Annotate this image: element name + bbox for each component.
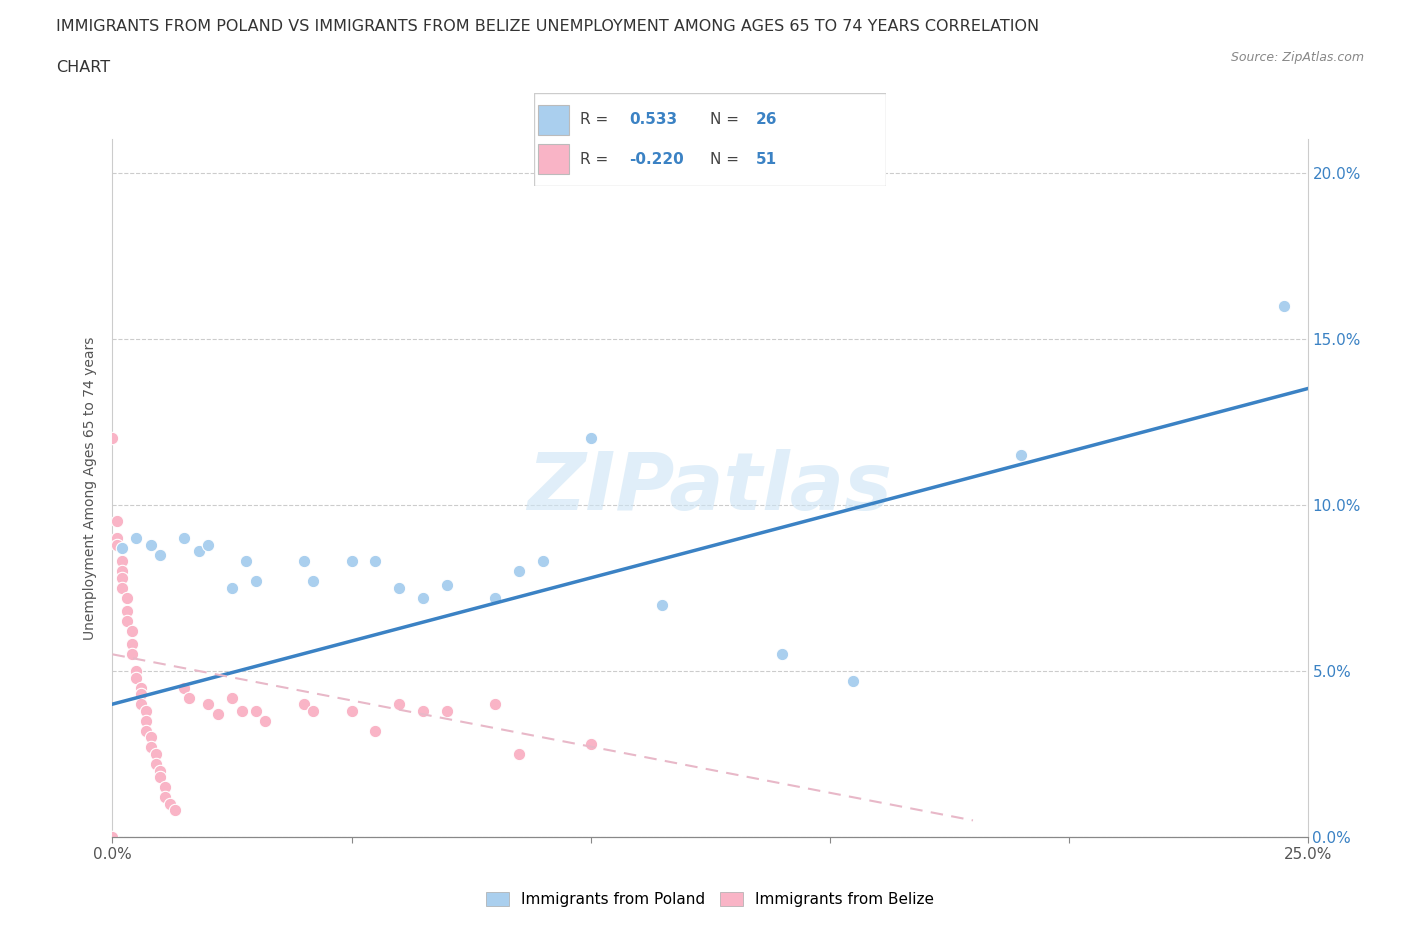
Point xyxy=(254,713,277,728)
Point xyxy=(484,697,506,711)
Point xyxy=(388,580,411,595)
Y-axis label: Unemployment Among Ages 65 to 74 years: Unemployment Among Ages 65 to 74 years xyxy=(83,337,97,640)
Point xyxy=(139,740,162,755)
Point xyxy=(221,580,243,595)
Point xyxy=(340,554,363,569)
Point xyxy=(105,514,128,529)
Point xyxy=(145,756,167,771)
Point xyxy=(129,680,152,695)
Point xyxy=(1272,299,1295,313)
Point xyxy=(388,697,411,711)
Point xyxy=(149,547,172,562)
Point xyxy=(135,713,157,728)
Point xyxy=(245,574,267,589)
Point xyxy=(579,431,602,445)
Point xyxy=(579,737,602,751)
Text: N =: N = xyxy=(710,152,744,166)
Point xyxy=(115,591,138,605)
Point xyxy=(121,624,143,639)
Point xyxy=(121,647,143,662)
Point xyxy=(129,697,152,711)
Point xyxy=(302,703,325,718)
Text: 51: 51 xyxy=(756,152,778,166)
Point xyxy=(101,830,124,844)
Text: -0.220: -0.220 xyxy=(630,152,683,166)
Point xyxy=(115,614,138,629)
Point xyxy=(129,686,152,701)
Point xyxy=(292,554,315,569)
Point xyxy=(197,697,219,711)
Point xyxy=(842,673,865,688)
Point xyxy=(436,703,458,718)
FancyBboxPatch shape xyxy=(534,93,886,186)
Text: R =: R = xyxy=(581,113,613,127)
Point xyxy=(135,724,157,738)
Point xyxy=(412,703,434,718)
Legend: Immigrants from Poland, Immigrants from Belize: Immigrants from Poland, Immigrants from … xyxy=(479,885,941,913)
Point xyxy=(245,703,267,718)
Point xyxy=(125,671,148,685)
Point xyxy=(770,647,793,662)
Point xyxy=(292,697,315,711)
Point xyxy=(105,531,128,546)
Point xyxy=(111,580,134,595)
Point xyxy=(111,540,134,555)
Point xyxy=(153,779,176,794)
Bar xyxy=(537,144,569,175)
Point xyxy=(197,538,219,552)
Point xyxy=(302,574,325,589)
Point xyxy=(111,570,134,585)
Point xyxy=(531,554,554,569)
Point xyxy=(121,637,143,652)
Text: N =: N = xyxy=(710,113,744,127)
Text: CHART: CHART xyxy=(56,60,110,75)
Point xyxy=(115,604,138,618)
Point xyxy=(163,803,186,817)
Point xyxy=(221,690,243,705)
Point xyxy=(436,578,458,592)
Point xyxy=(231,703,253,718)
Point xyxy=(207,707,229,722)
Point xyxy=(508,564,530,578)
Point xyxy=(125,663,148,678)
Point xyxy=(105,538,128,552)
Point xyxy=(651,597,673,612)
Text: IMMIGRANTS FROM POLAND VS IMMIGRANTS FROM BELIZE UNEMPLOYMENT AMONG AGES 65 TO 7: IMMIGRANTS FROM POLAND VS IMMIGRANTS FRO… xyxy=(56,19,1039,33)
Point xyxy=(364,554,387,569)
Point xyxy=(508,747,530,762)
Bar xyxy=(537,105,569,135)
Text: 26: 26 xyxy=(756,113,778,127)
Point xyxy=(187,544,209,559)
Point xyxy=(139,538,162,552)
Point xyxy=(484,591,506,605)
Point xyxy=(159,796,181,811)
Point xyxy=(149,770,172,785)
Point xyxy=(153,790,176,804)
Text: Source: ZipAtlas.com: Source: ZipAtlas.com xyxy=(1230,51,1364,64)
Point xyxy=(364,724,387,738)
Point xyxy=(412,591,434,605)
Point xyxy=(173,531,195,546)
Point xyxy=(149,764,172,778)
Text: ZIPatlas: ZIPatlas xyxy=(527,449,893,527)
Point xyxy=(101,431,124,445)
Point xyxy=(125,531,148,546)
Point xyxy=(173,680,195,695)
Point xyxy=(135,703,157,718)
Text: 0.533: 0.533 xyxy=(630,113,678,127)
Point xyxy=(235,554,257,569)
Point xyxy=(111,564,134,578)
Point xyxy=(177,690,200,705)
Point xyxy=(111,554,134,569)
Text: R =: R = xyxy=(581,152,613,166)
Point xyxy=(145,747,167,762)
Point xyxy=(139,730,162,745)
Point xyxy=(340,703,363,718)
Point xyxy=(1010,447,1032,462)
